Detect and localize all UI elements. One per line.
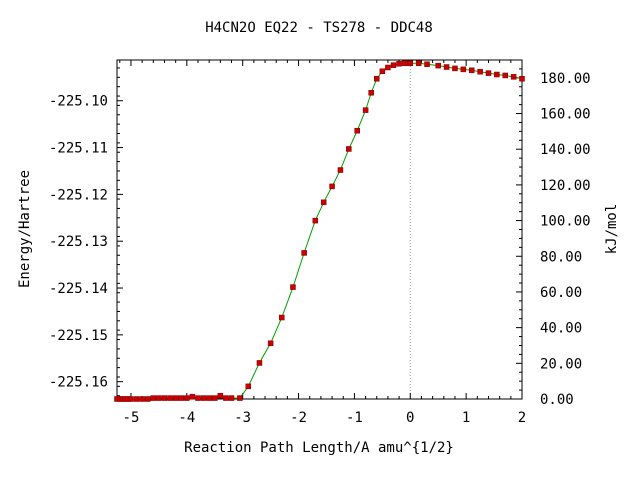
data-point — [374, 75, 380, 82]
data-point — [245, 383, 252, 390]
x-tick-label: 2 — [518, 410, 526, 426]
data-point — [362, 107, 369, 113]
plot-frame — [116, 59, 523, 400]
y2-tick-label: 100.00 — [540, 214, 591, 230]
data-point — [144, 396, 151, 402]
data-point — [167, 395, 173, 401]
data-point — [312, 217, 319, 224]
data-point — [223, 395, 229, 401]
data-point — [301, 250, 307, 256]
y2-tick-label: 40.00 — [540, 321, 582, 337]
y-tick-label: -225.12 — [49, 187, 108, 203]
data-point — [279, 314, 285, 321]
data-point — [390, 62, 397, 68]
y-axis-label: Energy/Hartree — [17, 170, 33, 288]
y2-tick-label: 20.00 — [540, 356, 582, 372]
data-point — [329, 183, 335, 190]
chart-title: H4CN2O EQ22 - TS278 - DDC48 — [205, 20, 433, 36]
data-point — [228, 395, 235, 401]
y2-tick-label: 140.00 — [540, 142, 591, 158]
y-tick-label: -225.15 — [49, 328, 108, 344]
data-point — [206, 395, 212, 401]
y2-tick-label: 60.00 — [540, 285, 582, 301]
data-point — [133, 396, 140, 402]
y-tick-label: -225.14 — [49, 281, 108, 297]
data-point — [494, 71, 500, 78]
data-point — [407, 60, 414, 67]
data-point — [354, 127, 360, 134]
data-point — [379, 68, 386, 74]
data-point — [212, 395, 218, 401]
x-tick-label: -2 — [290, 410, 307, 426]
data-point — [435, 62, 441, 69]
y2-axis-label: kJ/mol — [604, 204, 620, 255]
y2-tick-label: 0.00 — [540, 392, 574, 408]
data-point — [396, 60, 402, 67]
data-point — [237, 395, 243, 401]
data-point — [290, 284, 296, 290]
y-tick-label: -225.13 — [49, 234, 108, 250]
x-tick-label: -3 — [234, 410, 251, 426]
y2-tick-label: 80.00 — [540, 249, 582, 265]
y-tick-label: -225.10 — [49, 94, 108, 110]
plot-area: -5 -4 -3 -2 -1 0 1 2 -225.10 -225.11 -225.12 -225.1… — [49, 59, 591, 426]
data-point — [485, 70, 492, 76]
data-point — [200, 395, 207, 401]
data-point — [256, 360, 263, 366]
data-point — [128, 396, 134, 402]
data-point — [452, 65, 458, 72]
series-line — [117, 62, 523, 400]
y-tick-label: -225.11 — [49, 141, 108, 157]
data-point — [337, 167, 344, 173]
y-tick-label: -225.16 — [49, 375, 108, 391]
x-tick-label: 1 — [462, 410, 470, 426]
data-point — [510, 74, 517, 80]
x-tick-label: -5 — [123, 410, 140, 426]
data-point — [415, 60, 422, 67]
data-point — [468, 67, 475, 74]
data-point — [477, 68, 483, 75]
data-point — [502, 72, 508, 79]
data-point — [401, 60, 408, 67]
data-point — [172, 395, 179, 401]
y2-tick-label: 160.00 — [540, 107, 591, 123]
data-point — [217, 392, 224, 399]
data-point — [161, 395, 168, 401]
y2-tick-label: 120.00 — [540, 178, 591, 194]
data-point — [189, 393, 196, 400]
x-tick-label: 0 — [406, 410, 414, 426]
data-point — [368, 90, 374, 96]
y2-tick-label: 180.00 — [540, 71, 591, 87]
data-point — [443, 64, 450, 70]
data-point — [519, 75, 525, 82]
data-point — [385, 64, 391, 71]
data-point — [267, 340, 274, 347]
data-point — [139, 396, 145, 402]
data-point — [424, 61, 430, 67]
data-point — [150, 395, 157, 401]
data-point — [195, 395, 201, 401]
data-point — [320, 199, 327, 206]
data-point — [156, 395, 162, 401]
x-axis-label: Reaction Path Length/A amu^{1/2} — [184, 440, 454, 456]
x-tick-label: -4 — [178, 410, 195, 426]
data-point — [460, 66, 467, 73]
data-point — [178, 395, 184, 401]
data-point — [346, 146, 352, 152]
x-tick-label: -1 — [346, 410, 363, 426]
data-point — [184, 395, 190, 401]
